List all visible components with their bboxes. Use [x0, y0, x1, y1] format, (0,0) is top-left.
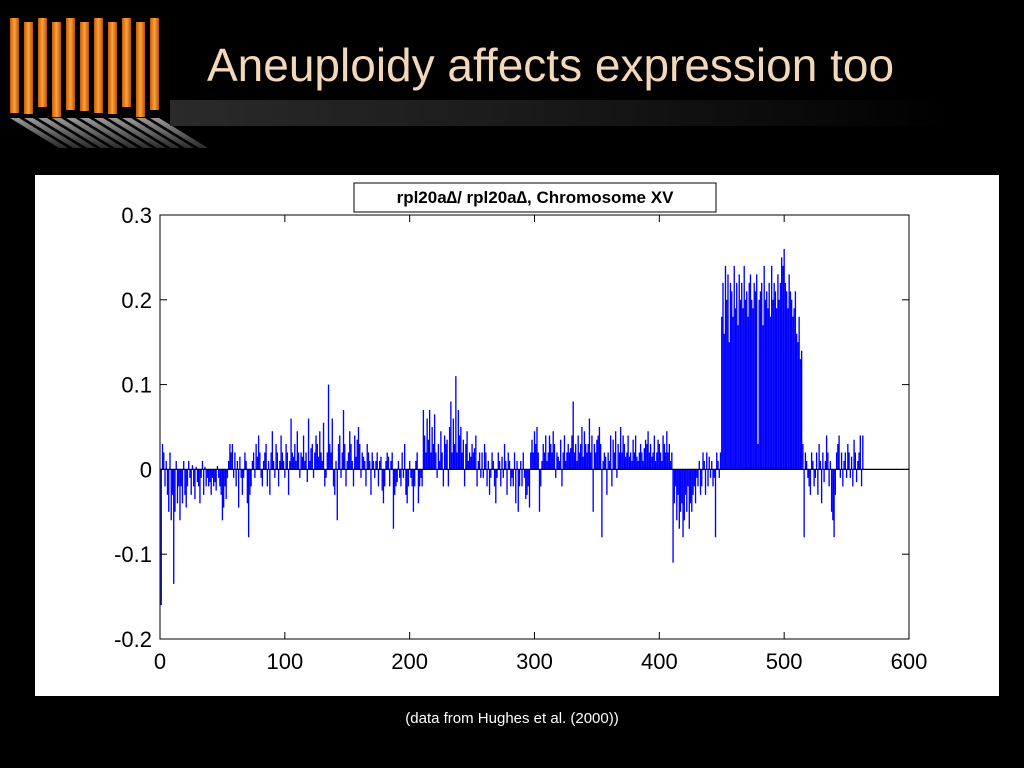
bar-series	[160, 248, 864, 606]
logo-bar-shadow	[150, 118, 208, 148]
logo-bar-shadow	[24, 118, 82, 148]
y-tick-label: 0.2	[121, 288, 152, 313]
logo-bar-shadow	[80, 118, 138, 148]
logo-bar	[10, 18, 19, 113]
logo-bar-shadow	[94, 118, 152, 148]
y-tick-label: 0	[140, 457, 152, 482]
x-tick-label: 100	[266, 649, 303, 674]
chart-title: rpl20a∆/ rpl20a∆, Chromosome XV	[397, 188, 675, 207]
tick-marks	[159, 214, 910, 640]
logo-bar-shadow	[66, 118, 124, 148]
logo-bar	[38, 18, 47, 107]
logo-bar-shadow	[108, 118, 166, 148]
logo-bar	[24, 22, 33, 114]
y-tick-labels: -0.2 -0.1 0 0.1 0.2 0.3	[114, 203, 152, 652]
x-tick-label: 600	[891, 649, 928, 674]
data-source-caption: (data from Hughes et al. (2000))	[405, 710, 619, 727]
expression-chart: 0 100 200 300 400 500 600 -0.2 -0.1 0 0.1 0.2 0.3 r…	[114, 182, 927, 674]
logo-bar-shadow	[10, 118, 68, 148]
logo-bar	[80, 22, 89, 111]
logo-bar	[136, 22, 145, 117]
x-tick-label: 300	[516, 649, 553, 674]
slide-logo-icon	[10, 18, 208, 148]
logo-bar-shadow	[122, 118, 180, 148]
logo-bar	[150, 18, 159, 110]
title-underline-bar	[170, 100, 950, 126]
x-tick-label: 400	[641, 649, 678, 674]
logo-bar-shadow	[52, 118, 110, 148]
x-tick-label: 500	[766, 649, 803, 674]
x-tick-label: 200	[391, 649, 428, 674]
logo-bar	[108, 22, 117, 114]
chart-panel: 0 100 200 300 400 500 600 -0.2 -0.1 0 0.1 0.2 0.3 r…	[35, 175, 999, 696]
logo-bar	[52, 22, 61, 117]
logo-bar	[66, 18, 75, 110]
y-tick-label: -0.1	[114, 542, 152, 567]
logo-bar	[94, 18, 103, 113]
y-tick-label: -0.2	[114, 627, 152, 652]
logo-bar	[122, 18, 131, 107]
logo-bar-shadow	[38, 118, 96, 148]
x-tick-label: 0	[154, 649, 166, 674]
logo-bar-shadow	[136, 118, 194, 148]
y-tick-label: 0.3	[121, 203, 152, 228]
slide-title: Aneuploidy affects expression too	[207, 39, 895, 91]
chart-title-box	[353, 182, 717, 213]
y-tick-label: 0.1	[121, 373, 152, 398]
x-tick-labels: 0 100 200 300 400 500 600	[154, 649, 927, 674]
